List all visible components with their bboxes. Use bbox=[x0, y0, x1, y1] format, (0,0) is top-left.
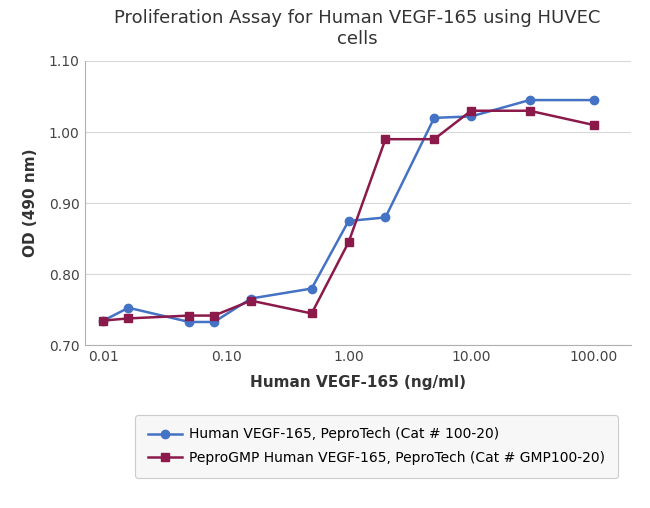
PeproGMP Human VEGF-165, PeproTech (Cat # GMP100-20) bbox=[344, 239, 352, 245]
Human VEGF-165, PeproTech (Cat # 100-20) bbox=[99, 318, 107, 324]
Line: PeproGMP Human VEGF-165, PeproTech (Cat # GMP100-20): PeproGMP Human VEGF-165, PeproTech (Cat … bbox=[99, 107, 598, 325]
Y-axis label: OD (490 nm): OD (490 nm) bbox=[23, 149, 38, 258]
Human VEGF-165, PeproTech (Cat # 100-20) bbox=[430, 115, 438, 121]
PeproGMP Human VEGF-165, PeproTech (Cat # GMP100-20) bbox=[247, 298, 255, 304]
Title: Proliferation Assay for Human VEGF-165 using HUVEC
cells: Proliferation Assay for Human VEGF-165 u… bbox=[114, 10, 601, 48]
Human VEGF-165, PeproTech (Cat # 100-20) bbox=[382, 214, 389, 220]
Human VEGF-165, PeproTech (Cat # 100-20) bbox=[590, 97, 597, 103]
Legend: Human VEGF-165, PeproTech (Cat # 100-20), PeproGMP Human VEGF-165, PeproTech (Ca: Human VEGF-165, PeproTech (Cat # 100-20)… bbox=[135, 415, 618, 478]
PeproGMP Human VEGF-165, PeproTech (Cat # GMP100-20) bbox=[99, 318, 107, 324]
PeproGMP Human VEGF-165, PeproTech (Cat # GMP100-20) bbox=[210, 312, 218, 319]
PeproGMP Human VEGF-165, PeproTech (Cat # GMP100-20) bbox=[382, 136, 389, 142]
Human VEGF-165, PeproTech (Cat # 100-20) bbox=[247, 296, 255, 302]
PeproGMP Human VEGF-165, PeproTech (Cat # GMP100-20) bbox=[430, 136, 438, 142]
PeproGMP Human VEGF-165, PeproTech (Cat # GMP100-20) bbox=[467, 108, 475, 114]
PeproGMP Human VEGF-165, PeproTech (Cat # GMP100-20) bbox=[185, 312, 193, 319]
Human VEGF-165, PeproTech (Cat # 100-20) bbox=[467, 113, 475, 119]
PeproGMP Human VEGF-165, PeproTech (Cat # GMP100-20) bbox=[526, 108, 534, 114]
PeproGMP Human VEGF-165, PeproTech (Cat # GMP100-20) bbox=[590, 122, 597, 128]
Human VEGF-165, PeproTech (Cat # 100-20) bbox=[526, 97, 534, 103]
Line: Human VEGF-165, PeproTech (Cat # 100-20): Human VEGF-165, PeproTech (Cat # 100-20) bbox=[99, 96, 598, 326]
Human VEGF-165, PeproTech (Cat # 100-20) bbox=[125, 305, 133, 311]
Human VEGF-165, PeproTech (Cat # 100-20) bbox=[307, 285, 315, 292]
PeproGMP Human VEGF-165, PeproTech (Cat # GMP100-20) bbox=[125, 315, 133, 322]
PeproGMP Human VEGF-165, PeproTech (Cat # GMP100-20) bbox=[307, 310, 315, 316]
Human VEGF-165, PeproTech (Cat # 100-20) bbox=[344, 218, 352, 224]
X-axis label: Human VEGF-165 (ng/ml): Human VEGF-165 (ng/ml) bbox=[250, 375, 465, 391]
Human VEGF-165, PeproTech (Cat # 100-20) bbox=[210, 319, 218, 325]
Human VEGF-165, PeproTech (Cat # 100-20) bbox=[185, 319, 193, 325]
